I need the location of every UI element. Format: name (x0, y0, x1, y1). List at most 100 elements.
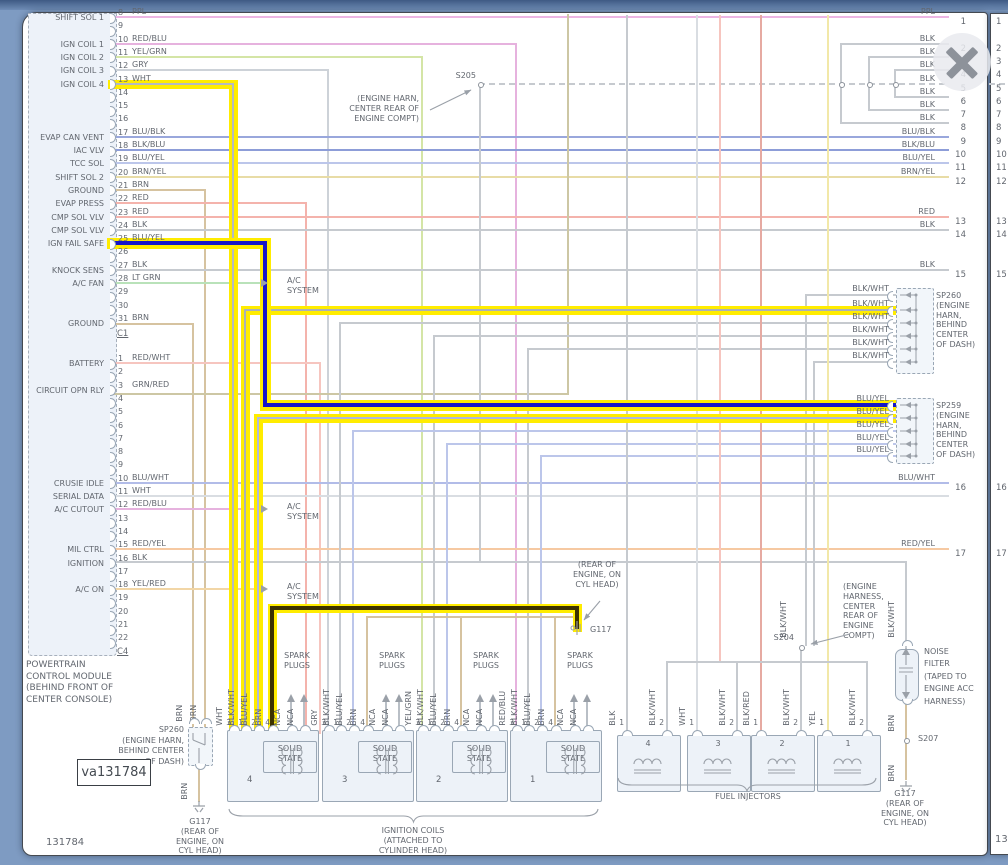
component-box (263, 741, 317, 773)
pcm-wire-color-label: BLK (132, 219, 148, 229)
edge-wire-color-label: PPL (920, 7, 935, 16)
splice-wire-color-label: BLK/WHT (852, 338, 889, 347)
diagram-id-tag: va131784 (77, 759, 151, 786)
wire-blk-wht (866, 661, 868, 736)
wire-arrowhead (905, 414, 911, 421)
pcm-pin-number: 16 (118, 114, 129, 124)
wire-red-blu (111, 43, 517, 45)
wire-arrowhead (905, 306, 911, 313)
edge-pin-number: 13 (955, 217, 966, 227)
pcm-pin-number: 28 (118, 274, 129, 283)
pcm-wire-color-label: RED/WHT (132, 353, 171, 362)
pcm-pin-label: BATTERY (69, 359, 104, 368)
pcm-pin-label: A/C CUTOUT (54, 505, 104, 515)
connector-pin-arc (821, 730, 833, 736)
connector-pin-arc (110, 584, 116, 596)
label: (REAR OF ENGINE, ON CYL HEAD) (572, 560, 622, 589)
coil-pin-wire-label: BLK/WHT (321, 689, 331, 726)
edge-pin-number: 6 (960, 97, 966, 107)
component-box (546, 741, 600, 773)
connector-pin-arc (267, 725, 279, 731)
page2-pin-number: 16 (996, 483, 1007, 493)
wire-brn (460, 616, 462, 734)
injector-number: 1 (845, 739, 851, 748)
nca-label: NCA (474, 708, 484, 726)
label: 131784 (46, 837, 85, 848)
connector-pin-arc (417, 725, 429, 731)
highlighted-wire-core (270, 606, 579, 610)
edge-wire-color-label: BLK (919, 47, 935, 56)
connector-pin-arc (110, 358, 116, 370)
label: A/C SYSTEM (287, 276, 319, 295)
wire-wht (696, 15, 698, 736)
wire-arrowhead (905, 427, 911, 434)
injector-pin-number: 1 (753, 718, 758, 727)
pcm-pin-number: 11 (118, 47, 129, 57)
pcm-wire-color-label: WHT (132, 486, 151, 495)
splice-wire-color-label: BLK/WHT (852, 312, 889, 321)
wire-red-blu (515, 43, 517, 734)
edge-wire-color-label: RED/YEL (901, 539, 935, 548)
wire-nca (573, 699, 575, 728)
connector-pin-arc (110, 251, 116, 263)
label: IGNITION COILS (ATTACHED TO CYLINDER HEA… (378, 826, 448, 855)
splice-wire-color-label: BLU/YEL (856, 394, 890, 403)
injector-pin-number: 1 (689, 718, 694, 727)
wire-brn (192, 323, 194, 730)
page2-pin-number: 2 (996, 44, 1002, 54)
wire-red-yel (111, 548, 949, 550)
pcm-pin-number: 19 (118, 154, 129, 164)
coil-number: 3 (342, 775, 348, 785)
wire-yel-grn (421, 56, 423, 734)
edge-wire-color-label: BLK (919, 74, 935, 83)
spark-plugs-label: SPARK PLUGS (283, 651, 311, 670)
coil-pin-number: 4 (454, 718, 459, 727)
connector-pin-arc (110, 12, 116, 24)
connector-pin-arc (861, 730, 873, 736)
wire-blu-yel (446, 443, 448, 734)
connector-pin-arc (887, 426, 893, 438)
splice-junction-dot (799, 645, 805, 651)
pcm-pin-label: CMP SOL VLV (51, 212, 104, 222)
pcm-pin-number: 10 (118, 34, 129, 44)
wire-arrowhead (905, 440, 911, 447)
window-top-strip (0, 0, 1008, 10)
pcm-pin-label: IAC VLV (73, 146, 104, 155)
solid-state-label: SOLID STATE (466, 744, 492, 763)
coil-pin-wire-label: BRN (536, 708, 546, 726)
splice-junction-dot (904, 738, 910, 744)
wire-blk-wht (805, 294, 899, 296)
page2-pin-number: 11 (996, 163, 1007, 173)
coil-pin-number: 3 (321, 718, 326, 727)
injector-pin-wire-label: BLK (607, 710, 617, 726)
splice-wire-color-label: BLU/YEL (856, 445, 890, 454)
pcm-pin-number: 23 (118, 207, 129, 217)
coil-pin-number: 2 (251, 718, 256, 727)
connector-pin-arc (110, 544, 116, 556)
component-box (896, 398, 934, 464)
wire-ppl (111, 16, 949, 18)
pcm-pin-number: 1 (118, 354, 124, 363)
diagram-page-1 (22, 12, 988, 856)
coil-pin-wire-label: BLK/WHT (226, 689, 236, 726)
wire-brn-yel (111, 176, 949, 178)
wire-blk-wht (736, 661, 738, 736)
pcm-wire-color-label: BLU/YEL (132, 153, 165, 163)
connector-pin-arc (110, 451, 116, 463)
coil-pin-number: 1 (427, 718, 432, 727)
wire-arrowhead (299, 694, 308, 702)
wire-arrowhead (905, 452, 911, 459)
edge-wire-color-label: BLU/YEL (902, 153, 936, 162)
wire-yel (827, 15, 829, 736)
wire-brn (111, 323, 194, 325)
connector-pin-arc (456, 725, 468, 731)
connector-pin-arc (475, 725, 487, 731)
pcm-pin-label: GROUND (67, 185, 104, 195)
page2-pin-number: 6 (996, 97, 1002, 107)
close-button[interactable] (933, 33, 991, 91)
connector-pin-arc (286, 725, 298, 731)
pcm-pin-number: 14 (118, 87, 129, 97)
page2-pin-number: 3 (996, 57, 1002, 67)
connector-pin-arc (348, 725, 360, 731)
connector-pin-arc (110, 25, 116, 37)
